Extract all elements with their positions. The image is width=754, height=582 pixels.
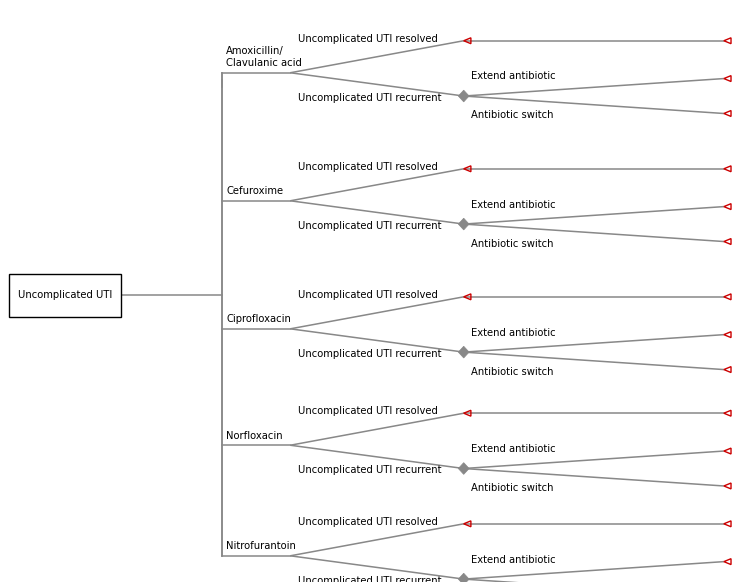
Text: Nitrofurantoin: Nitrofurantoin bbox=[226, 541, 296, 551]
Text: Extend antibiotic: Extend antibiotic bbox=[471, 72, 556, 81]
FancyBboxPatch shape bbox=[9, 274, 121, 317]
Text: Uncomplicated UTI resolved: Uncomplicated UTI resolved bbox=[298, 162, 438, 172]
Polygon shape bbox=[458, 463, 469, 474]
Text: Antibiotic switch: Antibiotic switch bbox=[471, 367, 553, 377]
Text: Uncomplicated UTI resolved: Uncomplicated UTI resolved bbox=[298, 517, 438, 527]
Text: Amoxicillin/
Clavulanic acid: Amoxicillin/ Clavulanic acid bbox=[226, 46, 302, 68]
Text: Uncomplicated UTI resolved: Uncomplicated UTI resolved bbox=[298, 290, 438, 300]
Text: Uncomplicated UTI recurrent: Uncomplicated UTI recurrent bbox=[298, 93, 441, 103]
Polygon shape bbox=[458, 346, 469, 358]
Text: Antibiotic switch: Antibiotic switch bbox=[471, 239, 553, 249]
Text: Uncomplicated UTI recurrent: Uncomplicated UTI recurrent bbox=[298, 221, 441, 231]
Text: Ciprofloxacin: Ciprofloxacin bbox=[226, 314, 291, 324]
Text: Cefuroxime: Cefuroxime bbox=[226, 186, 284, 196]
Polygon shape bbox=[458, 573, 469, 582]
Text: Uncomplicated UTI resolved: Uncomplicated UTI resolved bbox=[298, 34, 438, 44]
Text: Uncomplicated UTI: Uncomplicated UTI bbox=[17, 290, 112, 300]
Text: Uncomplicated UTI resolved: Uncomplicated UTI resolved bbox=[298, 406, 438, 416]
Text: Extend antibiotic: Extend antibiotic bbox=[471, 444, 556, 454]
Text: Uncomplicated UTI recurrent: Uncomplicated UTI recurrent bbox=[298, 576, 441, 582]
Text: Extend antibiotic: Extend antibiotic bbox=[471, 328, 556, 338]
Text: Antibiotic switch: Antibiotic switch bbox=[471, 483, 553, 493]
Text: Extend antibiotic: Extend antibiotic bbox=[471, 555, 556, 565]
Text: Norfloxacin: Norfloxacin bbox=[226, 431, 283, 441]
Text: Extend antibiotic: Extend antibiotic bbox=[471, 200, 556, 210]
Text: Uncomplicated UTI recurrent: Uncomplicated UTI recurrent bbox=[298, 466, 441, 475]
Polygon shape bbox=[458, 218, 469, 230]
Polygon shape bbox=[458, 90, 469, 102]
Text: Uncomplicated UTI recurrent: Uncomplicated UTI recurrent bbox=[298, 349, 441, 359]
Text: Antibiotic switch: Antibiotic switch bbox=[471, 111, 553, 120]
